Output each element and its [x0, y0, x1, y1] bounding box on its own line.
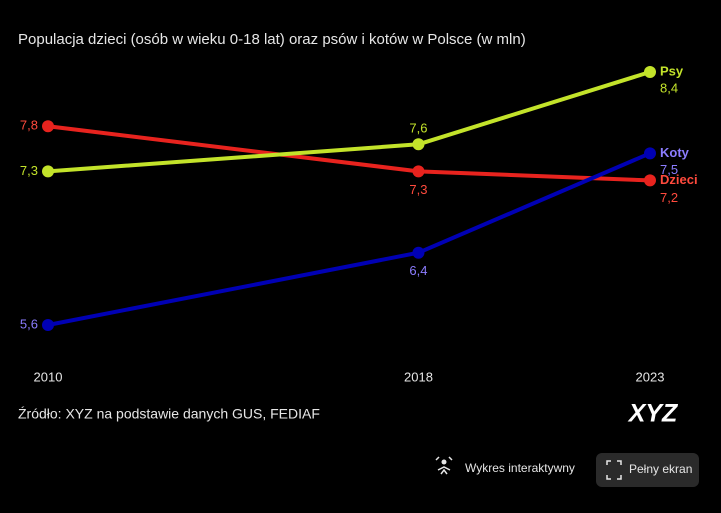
value-label: 7,3 — [20, 163, 38, 178]
marker — [644, 66, 656, 78]
x-tick-label: 2018 — [404, 369, 433, 384]
value-label: 8,4 — [660, 80, 678, 95]
marker — [42, 165, 54, 178]
marker — [644, 174, 656, 187]
marker — [412, 165, 425, 178]
marker — [42, 319, 54, 331]
interactive-button[interactable]: Wykres interaktywny — [435, 456, 575, 475]
value-label: 7,8 — [20, 118, 38, 133]
marker — [412, 246, 425, 259]
value-label: 6,4 — [409, 263, 427, 278]
value-label: 5,6 — [20, 316, 38, 331]
x-tick-label: 2010 — [34, 369, 63, 384]
legend-label: Psy — [660, 63, 684, 78]
value-label: 7,3 — [409, 182, 427, 197]
x-tick-label: 2023 — [636, 369, 665, 384]
value-label: 7,5 — [660, 162, 678, 177]
icon — [435, 456, 453, 475]
marker — [412, 138, 425, 151]
button-label: Wykres interaktywny — [465, 461, 575, 475]
source: Źródło: XYZ na podstawie danych GUS, FED… — [18, 406, 320, 422]
button-label: Pełny ekran — [629, 462, 692, 476]
chart-title: Populacja dzieci (osób w wieku 0-18 lat)… — [18, 31, 526, 48]
fullscreen-button[interactable]: Pełny ekran — [596, 453, 699, 487]
legend-label: Koty — [660, 145, 690, 160]
marker — [42, 120, 54, 133]
value-label: 7,2 — [660, 190, 678, 205]
legend-label: Dzieci — [660, 172, 698, 187]
icon — [441, 459, 447, 465]
icon — [606, 460, 622, 480]
logo: XYZ — [627, 400, 679, 428]
value-label: 7,6 — [409, 121, 427, 136]
marker — [644, 147, 656, 160]
